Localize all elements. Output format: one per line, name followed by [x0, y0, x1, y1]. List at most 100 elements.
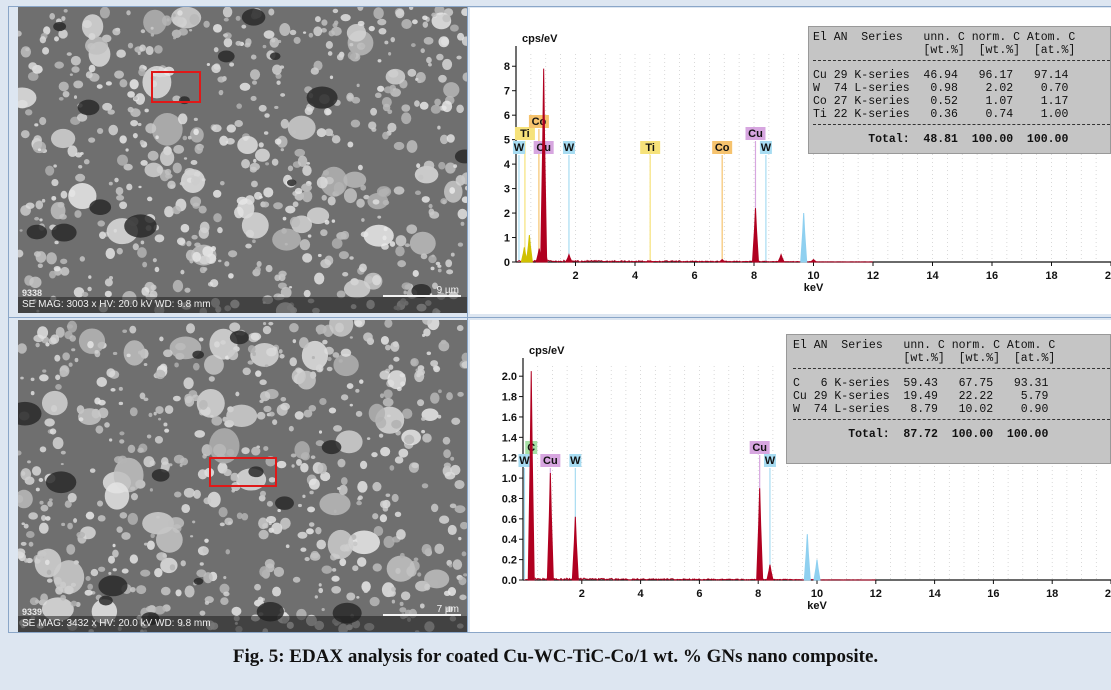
y-tick-label: 2.0 [502, 371, 517, 383]
spectrum-peak [751, 208, 760, 263]
eds-spectrum-bottom: 0.0 0.2 0.4 0.6 0.8 1.0 1.2 1.4 1.6 1.8 2.0 2 4 6 8 10 1… [470, 320, 1111, 632]
x-axis-label: keV [807, 600, 827, 612]
scale-bar [383, 614, 461, 616]
element-marker [759, 141, 772, 154]
spectrum-peak [808, 258, 819, 263]
sem-grains [18, 320, 467, 632]
x-tick-label: 8 [751, 270, 757, 282]
analysis-region-box [209, 457, 277, 487]
element-marker-label: Co [715, 142, 730, 154]
x-tick-label: 2 [579, 588, 585, 600]
y-axis-label: cps/eV [522, 33, 558, 45]
x-axis-label: keV [804, 282, 824, 294]
sem-info-bar: 9339 SE MAG: 3432 x HV: 20.0 kV WD: 9.8 … [18, 604, 467, 632]
eds-quant-table: El AN Series unn. C norm. C Atom. C [wt.… [786, 334, 1111, 464]
element-marker-label: W [564, 142, 575, 154]
table-row: C 6 K-series 59.43 67.75 93.31 [793, 377, 1049, 390]
y-tick-label: 4 [504, 159, 511, 171]
table-row: Co 27 K-series 0.52 1.07 1.17 [813, 95, 1069, 108]
sem-info-bar: 9338 SE MAG: 3003 x HV: 20.0 kV WD: 9.8 … [18, 285, 467, 313]
element-marker [763, 454, 776, 467]
scale-label: 9 µm [436, 285, 459, 296]
y-tick-label: 1 [504, 233, 510, 245]
sem-image-id: 9339 [22, 607, 43, 617]
table-row: W 74 L-series 8.79 10.02 0.90 [793, 403, 1049, 416]
y-tick-label: 1.8 [502, 392, 517, 404]
table-header-units: [wt.%] [wt.%] [at.%] [793, 352, 1056, 365]
eds-quant-table: El AN Series unn. C norm. C Atom. C [wt.… [808, 26, 1111, 154]
table-header-units: [wt.%] [wt.%] [at.%] [813, 44, 1076, 57]
spectrum-peak [527, 371, 535, 581]
eds-spectrum-chart: 0123456782468101214161820cps/eVkeVTiCoWC… [504, 33, 1111, 294]
table-divider [793, 419, 1110, 428]
element-marker [562, 141, 575, 154]
y-tick-label: 0 [504, 257, 510, 269]
element-marker-label: W [765, 455, 776, 467]
spectrum-peak [565, 253, 573, 263]
table-divider [813, 60, 1110, 69]
spectrum-peak [756, 488, 764, 581]
element-marker-label: Cu [748, 128, 763, 140]
spectrum-peak [525, 235, 533, 263]
table-divider [793, 368, 1110, 377]
element-marker-label: W [570, 455, 581, 467]
figure-caption: Fig. 5: EDAX analysis for coated Cu-WC-T… [232, 646, 879, 667]
x-tick-label: 4 [638, 588, 645, 600]
element-marker [749, 441, 770, 454]
y-tick-label: 3 [504, 184, 510, 196]
eds-spectrum-chart: 0.0 0.2 0.4 0.6 0.8 1.0 1.2 1.4 1.6 1.8 2.0 2 4 6 8 10 1… [502, 345, 1111, 612]
y-tick-label: 0.8 [502, 493, 517, 505]
analysis-region-box [151, 71, 201, 103]
spectrum-peak [803, 534, 811, 581]
y-tick-label: 2 [504, 208, 510, 220]
eds-spectrum-top: 0123456782468101214161820cps/eVkeVTiCoWC… [470, 8, 1111, 314]
x-tick-label: 14 [926, 270, 939, 282]
x-tick-label: 16 [987, 588, 999, 600]
y-tick-label: 1.2 [502, 453, 517, 465]
y-tick-label: 5 [504, 135, 510, 147]
y-tick-label: 0.0 [502, 575, 517, 587]
spectrum-peak [766, 564, 774, 581]
table-row: Cu 29 K-series 19.49 22.22 5.79 [793, 390, 1049, 403]
sem-image-id: 9338 [22, 288, 43, 298]
y-tick-label: 8 [504, 61, 510, 73]
scale-bar [383, 295, 461, 297]
x-tick-label: 14 [928, 588, 941, 600]
table-total: Total: 48.81 100.00 100.00 [813, 133, 1069, 146]
table-border-center [467, 6, 468, 633]
y-tick-label: 0.2 [502, 555, 517, 567]
element-marker-label: Ti [645, 142, 655, 154]
x-tick-label: 12 [870, 588, 882, 600]
spectrum-peak [647, 260, 654, 263]
element-marker [640, 141, 661, 154]
element-marker [540, 454, 561, 467]
element-marker [514, 127, 535, 140]
x-tick-label: 2 [572, 270, 578, 282]
table-total: Total: 87.72 100.00 100.00 [793, 428, 1049, 441]
spectrum-peak [540, 239, 548, 263]
x-tick-label: 20 [1105, 270, 1111, 282]
x-tick-label: 18 [1046, 588, 1058, 600]
spectrum-peak [540, 68, 548, 263]
element-marker-label: W [514, 142, 525, 154]
x-tick-label: 16 [986, 270, 998, 282]
element-marker [745, 127, 766, 140]
x-tick-label: 12 [867, 270, 879, 282]
table-border-mid [8, 317, 1111, 318]
element-marker [518, 454, 531, 467]
y-tick-label: 0.6 [502, 514, 517, 526]
x-tick-label: 20 [1105, 588, 1111, 600]
y-axis-label: cps/eV [529, 345, 565, 357]
sem-image-bottom: 9339 SE MAG: 3432 x HV: 20.0 kV WD: 9.8 … [18, 320, 467, 632]
y-tick-label: 0.4 [502, 534, 518, 546]
x-tick-label: 6 [696, 588, 702, 600]
table-row: Ti 22 K-series 0.36 0.74 1.00 [813, 108, 1069, 121]
table-border-bottom [8, 632, 1111, 633]
sem-grains [18, 7, 467, 313]
x-tick-label: 8 [755, 588, 761, 600]
y-tick-label: 1.0 [502, 473, 517, 485]
spectrum-peak [546, 472, 554, 581]
y-tick-label: 1.6 [502, 412, 517, 424]
x-tick-label: 4 [632, 270, 639, 282]
sem-info-text: SE MAG: 3432 x HV: 20.0 kV WD: 9.8 mm [22, 618, 211, 629]
